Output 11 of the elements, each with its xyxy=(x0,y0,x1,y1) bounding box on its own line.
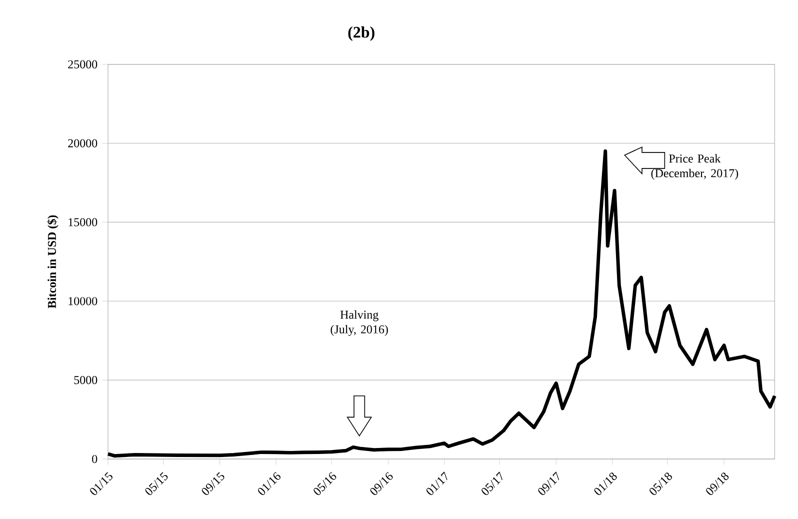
y-axis-title: Bitcoin in USD ($) xyxy=(47,215,58,308)
y-tick-label: 25000 xyxy=(68,60,98,68)
y-tick-label: 10000 xyxy=(68,297,98,306)
chart-title: (2b) xyxy=(348,26,374,41)
y-tick-label: 15000 xyxy=(68,218,98,226)
y-tick-label: 0 xyxy=(92,454,98,464)
line-series xyxy=(106,149,776,458)
annotation: Price Peak (December, 2017) xyxy=(651,154,738,180)
annotation: Halving (July, 2016) xyxy=(330,310,388,336)
y-tick-label: 5000 xyxy=(74,376,98,384)
y-tick-label: 20000 xyxy=(68,139,98,148)
